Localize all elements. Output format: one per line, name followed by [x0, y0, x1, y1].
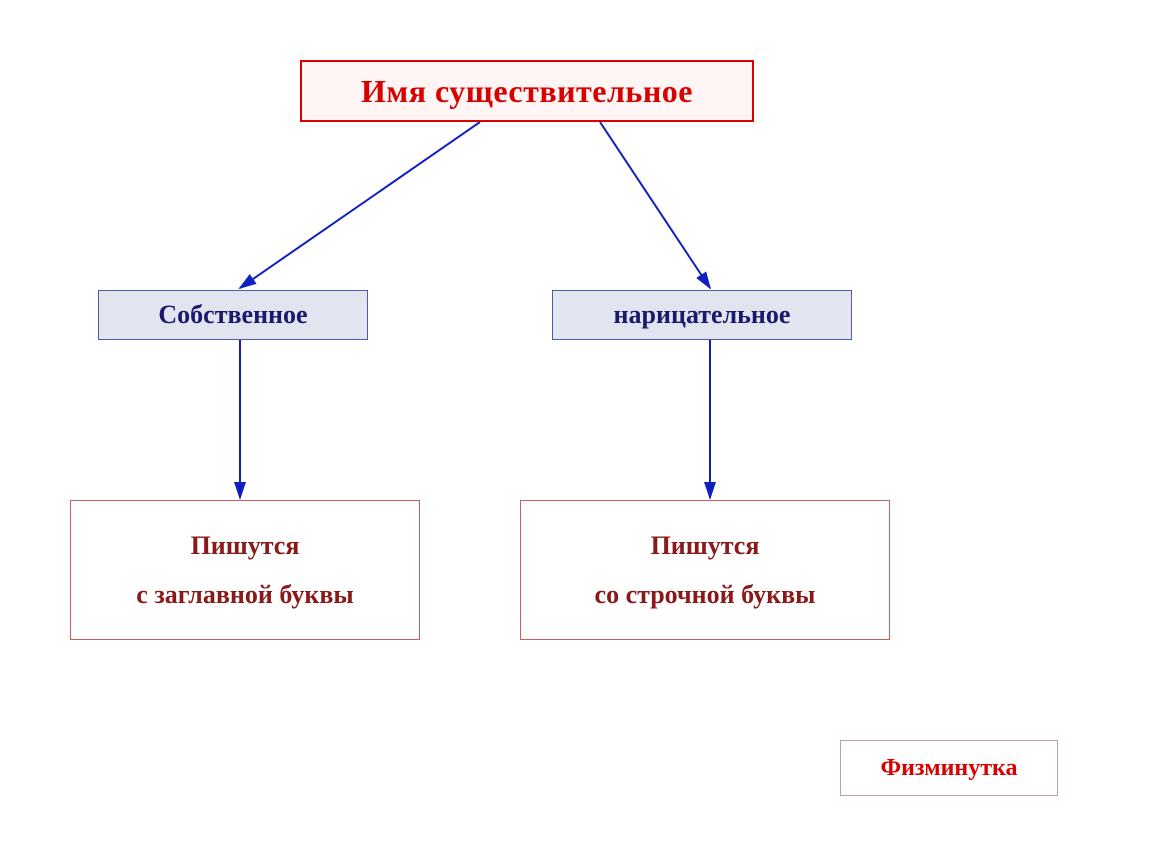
leaf-left-line1: Пишутся	[191, 521, 300, 570]
physminute-link[interactable]: Физминутка	[840, 740, 1058, 796]
root-node-text: Имя существительное	[361, 73, 693, 110]
arrow-root-to-left	[240, 122, 480, 288]
leaf-left-node: Пишутся с заглавной буквы	[70, 500, 420, 640]
mid-left-text: Собственное	[158, 300, 307, 330]
leaf-left-line2: с заглавной буквы	[136, 570, 353, 619]
arrows-layer	[0, 0, 1150, 864]
leaf-right-line2: со строчной буквы	[595, 570, 816, 619]
leaf-right-line1: Пишутся	[651, 521, 760, 570]
physminute-link-text: Физминутка	[880, 755, 1017, 782]
mid-left-node: Собственное	[98, 290, 368, 340]
leaf-right-node: Пишутся со строчной буквы	[520, 500, 890, 640]
mid-right-node: нарицательное	[552, 290, 852, 340]
arrow-root-to-right	[600, 122, 710, 288]
root-node: Имя существительное	[300, 60, 754, 122]
mid-right-text: нарицательное	[614, 300, 791, 330]
